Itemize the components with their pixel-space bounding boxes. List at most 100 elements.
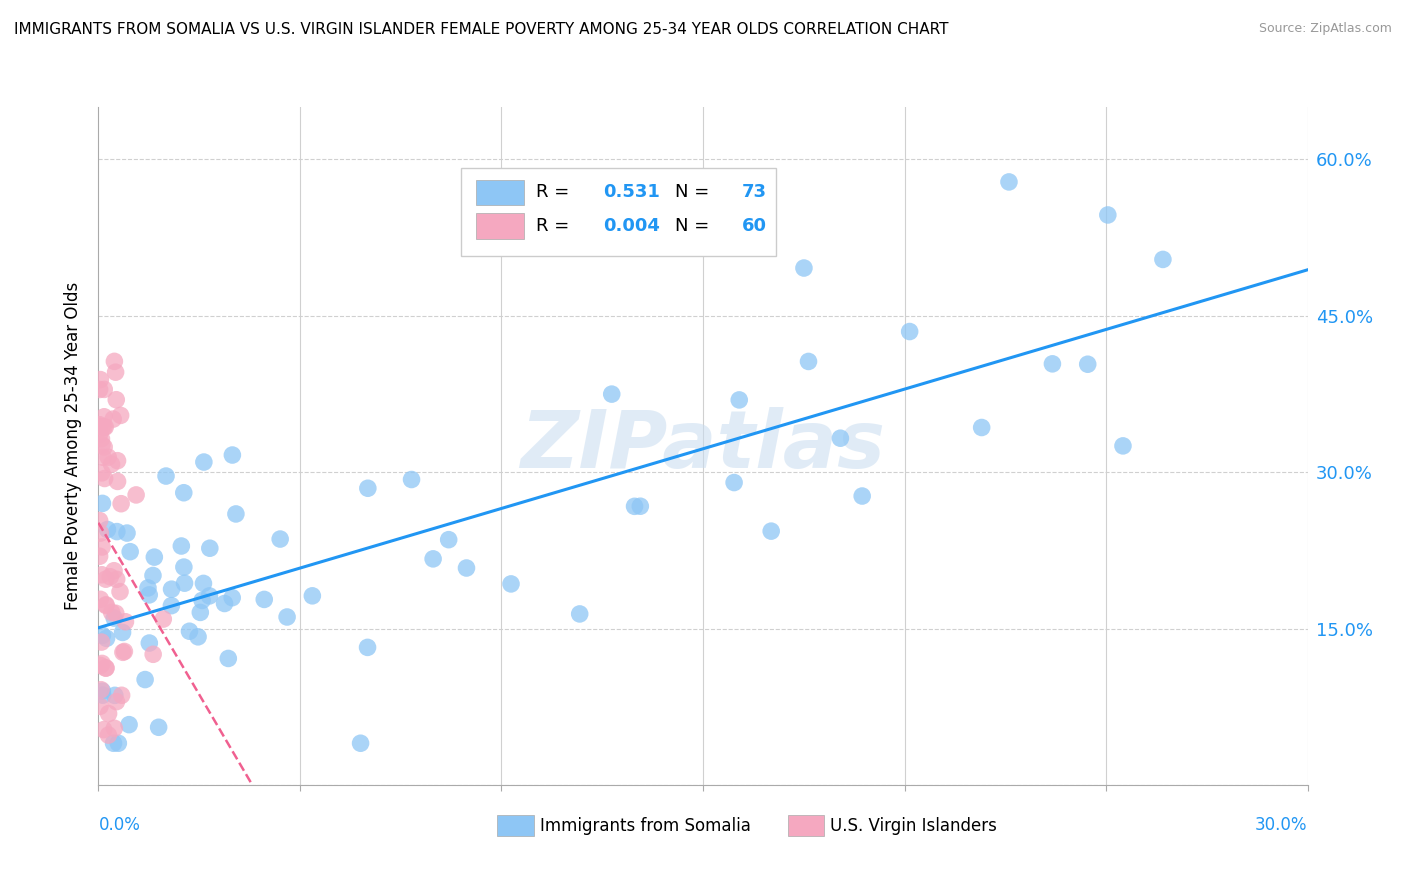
- Point: [89, 383, 111, 397]
- Point: [138, 636, 160, 650]
- Point: [198, 541, 221, 556]
- Point: [107, 736, 129, 750]
- Point: [1077, 357, 1099, 371]
- Point: [90, 567, 112, 582]
- Point: [142, 648, 165, 662]
- Point: [401, 473, 423, 487]
- Text: IMMIGRANTS FROM SOMALIA VS U.S. VIRGIN ISLANDER FEMALE POVERTY AMONG 25-34 YEAR : IMMIGRANTS FROM SOMALIA VS U.S. VIRGIN I…: [14, 22, 949, 37]
- Text: 73: 73: [742, 184, 766, 202]
- Point: [93, 409, 115, 424]
- Point: [600, 387, 623, 401]
- Point: [89, 549, 111, 564]
- Point: [91, 450, 114, 465]
- Point: [188, 606, 211, 620]
- Point: [96, 523, 118, 537]
- Point: [356, 640, 378, 655]
- Point: [170, 539, 193, 553]
- Point: [998, 175, 1021, 189]
- Point: [96, 632, 118, 646]
- Point: [152, 612, 174, 626]
- Point: [793, 260, 815, 275]
- Point: [93, 383, 115, 397]
- Point: [104, 365, 127, 379]
- Point: [138, 588, 160, 602]
- Point: [90, 432, 112, 446]
- Point: [93, 420, 115, 434]
- Point: [568, 607, 591, 621]
- Point: [89, 419, 111, 434]
- Point: [89, 526, 111, 541]
- Point: [93, 471, 115, 485]
- Point: [91, 437, 114, 451]
- Text: 30.0%: 30.0%: [1256, 816, 1308, 834]
- Point: [1152, 252, 1174, 267]
- Point: [628, 500, 651, 514]
- Point: [103, 354, 125, 368]
- Point: [94, 661, 117, 675]
- Point: [276, 610, 298, 624]
- Point: [105, 392, 128, 407]
- Point: [499, 577, 522, 591]
- Point: [94, 598, 117, 612]
- Text: R =: R =: [536, 218, 575, 235]
- Point: [437, 533, 460, 547]
- Point: [120, 544, 142, 558]
- Text: N =: N =: [675, 184, 716, 202]
- Point: [1112, 439, 1135, 453]
- Point: [89, 417, 111, 432]
- Point: [173, 560, 195, 574]
- Point: [623, 500, 645, 514]
- Point: [301, 589, 323, 603]
- Point: [225, 507, 247, 521]
- Text: R =: R =: [536, 184, 575, 202]
- Point: [104, 607, 127, 621]
- Point: [104, 689, 127, 703]
- Point: [1097, 208, 1119, 222]
- Bar: [475, 179, 524, 205]
- Y-axis label: Female Poverty Among 25-34 Year Olds: Female Poverty Among 25-34 Year Olds: [65, 282, 83, 610]
- Point: [90, 466, 112, 480]
- Point: [103, 564, 125, 578]
- Point: [797, 354, 820, 368]
- Point: [91, 684, 114, 698]
- Point: [103, 611, 125, 625]
- Text: U.S. Virgin Islanders: U.S. Virgin Islanders: [830, 817, 997, 835]
- Point: [898, 325, 921, 339]
- Point: [148, 720, 170, 734]
- Point: [214, 597, 236, 611]
- Point: [97, 450, 120, 465]
- Point: [91, 420, 114, 434]
- Bar: [475, 213, 524, 239]
- Bar: [461, 168, 776, 256]
- Point: [851, 489, 873, 503]
- Point: [221, 591, 243, 605]
- Point: [160, 599, 183, 613]
- Point: [111, 645, 134, 659]
- Point: [94, 420, 117, 434]
- Point: [103, 721, 125, 735]
- Point: [105, 572, 128, 586]
- Text: 0.004: 0.004: [603, 218, 659, 235]
- Text: Source: ZipAtlas.com: Source: ZipAtlas.com: [1258, 22, 1392, 36]
- Point: [112, 644, 135, 658]
- Text: 60: 60: [742, 218, 766, 235]
- Point: [723, 475, 745, 490]
- Point: [91, 496, 114, 510]
- Point: [89, 699, 111, 714]
- Point: [110, 497, 132, 511]
- Point: [94, 599, 117, 613]
- Point: [142, 568, 165, 582]
- Point: [90, 682, 112, 697]
- Bar: [787, 815, 824, 836]
- Point: [761, 524, 783, 538]
- Point: [136, 581, 159, 595]
- Point: [970, 420, 993, 434]
- Point: [90, 635, 112, 649]
- Point: [98, 570, 121, 584]
- Point: [160, 582, 183, 597]
- Point: [93, 440, 115, 454]
- Point: [173, 576, 195, 591]
- Point: [187, 630, 209, 644]
- Point: [105, 695, 128, 709]
- Point: [89, 592, 111, 607]
